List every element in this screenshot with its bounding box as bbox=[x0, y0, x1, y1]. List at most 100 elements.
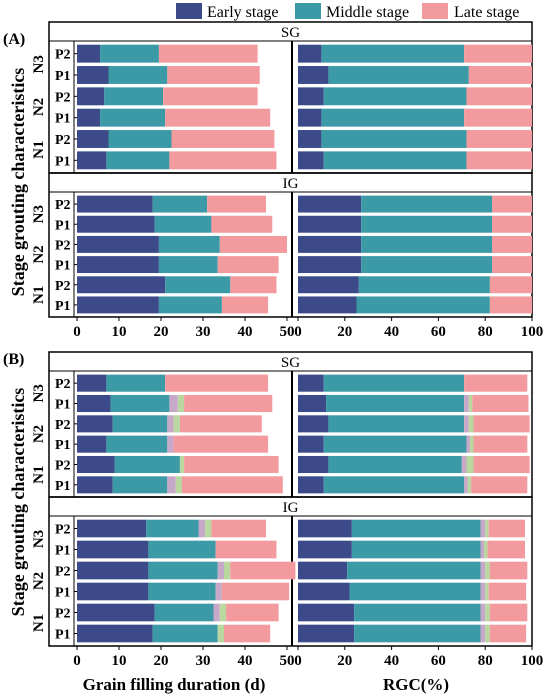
rgc-bar-segment bbox=[298, 540, 352, 559]
duration-bar-segment bbox=[217, 256, 279, 274]
rgc-bar-segment bbox=[361, 215, 493, 233]
duration-bar-segment bbox=[184, 394, 273, 413]
row-label: P2 bbox=[55, 279, 71, 294]
rgc-bar-segment bbox=[466, 87, 532, 106]
rgc-bar-segment bbox=[298, 435, 324, 453]
x-tick-label-right: 80 bbox=[478, 653, 493, 669]
duration-bar-segment bbox=[215, 540, 277, 559]
duration-bar-segment bbox=[148, 582, 216, 601]
duration-bar-segment bbox=[165, 108, 271, 127]
rgc-bar-segment bbox=[472, 394, 529, 413]
rgc-bar-segment bbox=[468, 66, 532, 84]
duration-bar-segment bbox=[211, 215, 273, 233]
rgc-bar-segment bbox=[361, 256, 493, 274]
duration-bar-segment bbox=[77, 235, 159, 253]
row-label: P1 bbox=[55, 154, 71, 169]
rgc-bar-segment bbox=[489, 561, 528, 580]
nitrogen-label-group: N1 bbox=[31, 465, 47, 483]
rgc-bar-segment bbox=[361, 195, 493, 213]
duration-bar-segment bbox=[77, 394, 111, 413]
rgc-bar-segment bbox=[298, 215, 362, 233]
rgc-bar-segment bbox=[473, 415, 530, 433]
rgc-bar-segment bbox=[489, 624, 527, 643]
duration-bar-segment bbox=[77, 582, 149, 601]
rgc-bar-segment bbox=[298, 455, 329, 474]
rgc-bar-segment bbox=[464, 394, 469, 413]
row-label: P1 bbox=[55, 438, 71, 453]
legend-label-late: Late stage bbox=[454, 4, 519, 21]
duration-bar-segment bbox=[230, 276, 277, 294]
duration-bar-segment bbox=[104, 87, 164, 106]
duration-bar-segment bbox=[167, 66, 260, 84]
rgc-bar-segment bbox=[298, 130, 322, 148]
rgc-bar-segment bbox=[351, 519, 481, 538]
row-label: P2 bbox=[55, 459, 71, 474]
rgc-bar-segment bbox=[489, 603, 528, 622]
rgc-bar-segment bbox=[469, 435, 474, 453]
rgc-bar-segment bbox=[464, 108, 532, 127]
x-tick-label-left: 40 bbox=[238, 653, 253, 669]
rgc-bar-segment bbox=[485, 561, 490, 580]
rgc-bar-segment bbox=[328, 455, 462, 474]
duration-bar-segment bbox=[184, 455, 279, 474]
rgc-bar-segment bbox=[480, 603, 486, 622]
duration-bar-segment bbox=[108, 66, 168, 84]
duration-bar-segment bbox=[77, 476, 113, 494]
duration-bar-segment bbox=[77, 256, 159, 274]
duration-bar-segment bbox=[77, 195, 153, 213]
duration-bar-segment bbox=[77, 415, 113, 433]
x-tick-label-right: 100 bbox=[521, 653, 544, 669]
duration-bar-segment bbox=[77, 624, 153, 643]
duration-bar-segment bbox=[100, 44, 159, 63]
nitrogen-label-group: N2 bbox=[31, 425, 47, 443]
rgc-bar-segment bbox=[473, 435, 528, 453]
rgc-bar-segment bbox=[471, 476, 528, 494]
row-label: P2 bbox=[55, 90, 71, 105]
nitrogen-label: N2 bbox=[31, 245, 47, 263]
panel-label-b: (B) bbox=[3, 351, 24, 368]
y-axis-title-b-text: Stage grouting characteristics bbox=[8, 388, 28, 617]
row-label: P1 bbox=[55, 112, 71, 127]
rgc-bar-segment bbox=[485, 582, 489, 601]
rgc-bar-segment bbox=[464, 44, 532, 63]
x-tick-label-left: 0 bbox=[73, 324, 81, 340]
row-label: P2 bbox=[55, 607, 71, 622]
duration-bar-segment bbox=[154, 603, 214, 622]
rgc-bar-segment bbox=[492, 256, 532, 274]
nitrogen-label: N1 bbox=[31, 614, 47, 632]
duration-bar-segment bbox=[112, 415, 168, 433]
nitrogen-label-group: N3 bbox=[31, 384, 47, 402]
duration-bar-segment bbox=[179, 455, 185, 474]
duration-bar-segment bbox=[146, 519, 199, 538]
row-label: P1 bbox=[55, 259, 71, 274]
x-tick-label-left: 30 bbox=[196, 653, 211, 669]
duration-bar-segment bbox=[182, 476, 283, 494]
rgc-bar-segment bbox=[298, 256, 362, 274]
legend: Early stage Middle stage Late stage bbox=[176, 3, 519, 21]
duration-bar-segment bbox=[158, 256, 218, 274]
nitrogen-label: N3 bbox=[31, 55, 47, 73]
y-axis-title-a: Stage grouting characteristics bbox=[8, 68, 28, 297]
duration-bar-segment bbox=[77, 276, 166, 294]
x-tick-label-left: 50 bbox=[280, 653, 295, 669]
x-tick-label-right: 0 bbox=[294, 324, 302, 340]
row-label: P2 bbox=[55, 377, 71, 392]
duration-bar-segment bbox=[77, 87, 105, 106]
rgc-bar-segment bbox=[298, 415, 329, 433]
rgc-bar-segment bbox=[468, 394, 473, 413]
duration-bar-segment bbox=[148, 561, 218, 580]
duration-bar-segment bbox=[167, 415, 174, 433]
duration-bar-segment bbox=[226, 603, 279, 622]
nitrogen-label: N3 bbox=[31, 384, 47, 402]
duration-bar-segment bbox=[207, 195, 266, 213]
legend-label-early: Early stage bbox=[207, 4, 279, 21]
rgc-bar-segment bbox=[480, 624, 486, 643]
nitrogen-label-group: N3 bbox=[31, 530, 47, 548]
nitrogen-label: N1 bbox=[31, 286, 47, 304]
rgc-bar-segment bbox=[298, 374, 324, 392]
nitrogen-label-group: N1 bbox=[31, 140, 47, 158]
duration-bar-segment bbox=[211, 519, 266, 538]
rgc-bar-segment bbox=[349, 582, 481, 601]
duration-bar-segment bbox=[77, 603, 155, 622]
